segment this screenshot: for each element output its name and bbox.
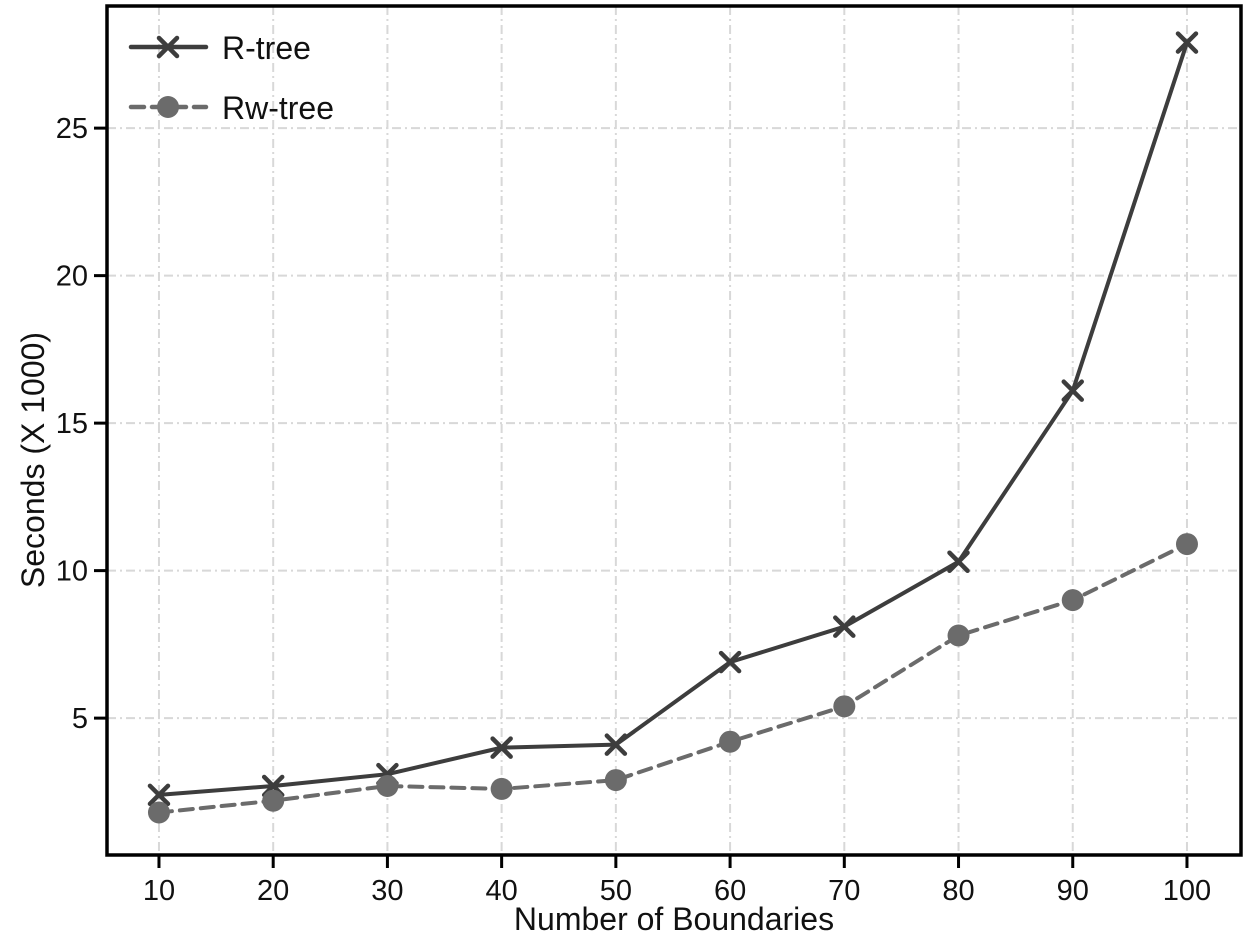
- data-point-circle-marker: [604, 769, 627, 792]
- legend-swatches: [128, 35, 209, 118]
- data-point-x-marker: [718, 650, 742, 674]
- series-line-r-tree: [156, 40, 1189, 797]
- data-point-x-marker: [147, 783, 171, 807]
- plot-border: [105, 4, 1243, 857]
- series-layer: [147, 31, 1199, 824]
- grid-layer: [107, 6, 1241, 855]
- x-tick-label: 10: [143, 875, 175, 907]
- axis-layer: 10 20 30 40 50 60 70 80 90 100 5 10 15 20 25: [56, 4, 1243, 907]
- series-line-rw-tree: [156, 542, 1189, 815]
- data-point-x-marker: [604, 733, 628, 756]
- y-tick-label: 25: [56, 113, 88, 145]
- data-point-x-marker: [947, 550, 970, 574]
- x-tick-label: 90: [1057, 875, 1089, 907]
- x-tick-label: 70: [828, 875, 860, 907]
- data-point-circle-marker: [1061, 589, 1084, 612]
- data-point-circle-marker: [1175, 533, 1198, 556]
- x-tick-label: 30: [371, 875, 403, 907]
- data-point-x-marker: [1175, 31, 1199, 54]
- y-axis-title: Seconds (X 1000): [15, 332, 51, 588]
- legend-x-marker-icon: [156, 35, 180, 59]
- data-point-circle-marker: [490, 777, 513, 800]
- data-point-circle-marker: [262, 789, 285, 812]
- data-point-circle-marker: [833, 695, 856, 718]
- y-tick-label: 5: [72, 703, 88, 735]
- x-axis-title: Number of Boundaries: [514, 901, 834, 937]
- legend-label-rw-tree: Rw-tree: [222, 90, 334, 126]
- x-tick-label: 50: [600, 875, 632, 907]
- data-point-circle-marker: [376, 774, 399, 797]
- y-tick-label: 10: [56, 556, 88, 588]
- x-tick-label: 60: [714, 875, 746, 907]
- data-point-x-marker: [1061, 379, 1085, 402]
- data-point-circle-marker: [947, 624, 970, 647]
- y-tick-label: 15: [56, 408, 88, 440]
- data-point-x-marker: [833, 615, 856, 638]
- x-tick-label: 100: [1163, 875, 1211, 907]
- legend-label-r-tree: R-tree: [222, 30, 311, 66]
- data-point-circle-marker: [719, 730, 742, 753]
- data-point-x-marker: [490, 736, 513, 759]
- legend: R-tree Rw-tree: [128, 30, 334, 126]
- x-tick-label: 20: [257, 875, 289, 907]
- y-tick-label: 20: [56, 261, 88, 293]
- legend-circle-marker-icon: [157, 96, 179, 118]
- x-tick-label: 40: [486, 875, 518, 907]
- x-tick-label: 80: [942, 875, 974, 907]
- data-point-circle-marker: [147, 801, 170, 824]
